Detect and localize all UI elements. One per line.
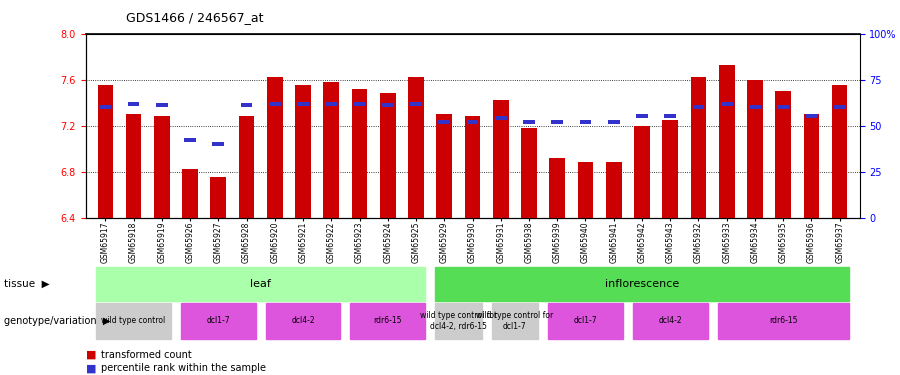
Bar (97, 86, 113, 218)
Bar (662, 120, 678, 218)
Bar (326, 102, 338, 106)
Text: GDS1466 / 246567_at: GDS1466 / 246567_at (126, 11, 264, 24)
Bar (182, 169, 198, 217)
Bar (350, 303, 425, 339)
Text: dcl1-7: dcl1-7 (206, 316, 230, 325)
Bar (297, 102, 309, 106)
Bar (96, 303, 171, 339)
Bar (491, 303, 538, 339)
Bar (438, 120, 450, 124)
Bar (128, 102, 140, 106)
Bar (267, 77, 283, 218)
Bar (495, 116, 507, 120)
Bar (240, 104, 252, 107)
Bar (664, 114, 676, 118)
Text: dcl4-2: dcl4-2 (292, 316, 315, 325)
Text: wild type control for
dcl1-7: wild type control for dcl1-7 (476, 310, 554, 331)
Bar (580, 120, 591, 124)
Bar (154, 116, 169, 218)
Bar (578, 162, 593, 218)
Bar (693, 105, 705, 109)
Bar (832, 86, 848, 218)
Text: dcl4-2: dcl4-2 (659, 316, 682, 325)
Text: ■: ■ (86, 363, 96, 373)
Bar (352, 89, 367, 218)
Text: inflorescence: inflorescence (605, 279, 680, 289)
Bar (380, 93, 395, 218)
Bar (464, 116, 481, 218)
Bar (266, 303, 340, 339)
Bar (212, 142, 224, 146)
Bar (126, 114, 141, 218)
Text: wild type control for
dcl4-2, rdr6-15: wild type control for dcl4-2, rdr6-15 (419, 310, 497, 331)
Text: leaf: leaf (250, 279, 271, 289)
Bar (608, 120, 619, 124)
Text: genotype/variation  ▶: genotype/variation ▶ (4, 316, 111, 326)
Bar (238, 116, 255, 218)
Bar (435, 303, 482, 339)
Bar (719, 65, 734, 218)
Bar (804, 114, 819, 218)
Bar (467, 120, 478, 124)
Text: wild type control: wild type control (102, 316, 166, 325)
Bar (295, 86, 310, 218)
Bar (269, 102, 281, 106)
Bar (181, 303, 256, 339)
Bar (834, 105, 846, 109)
Text: transformed count: transformed count (101, 350, 192, 360)
Text: rdr6-15: rdr6-15 (374, 316, 402, 325)
Text: rdr6-15: rdr6-15 (769, 316, 797, 325)
Bar (211, 177, 226, 218)
Bar (806, 114, 817, 118)
Bar (156, 104, 167, 107)
Bar (690, 77, 707, 218)
Bar (99, 105, 111, 109)
Bar (747, 80, 763, 218)
Bar (636, 114, 648, 118)
Bar (606, 162, 622, 218)
Bar (436, 114, 452, 218)
Bar (548, 303, 623, 339)
Bar (96, 267, 425, 301)
Bar (523, 120, 535, 124)
Bar (323, 82, 339, 218)
Text: percentile rank within the sample: percentile rank within the sample (101, 363, 266, 373)
Bar (776, 91, 791, 218)
Text: ■: ■ (86, 350, 96, 360)
Bar (778, 105, 789, 109)
Bar (633, 303, 707, 339)
Bar (435, 267, 849, 301)
Bar (410, 102, 422, 106)
Text: dcl1-7: dcl1-7 (573, 316, 598, 325)
Bar (382, 104, 393, 107)
Bar (749, 105, 760, 109)
Bar (409, 77, 424, 218)
Bar (550, 158, 565, 218)
Bar (717, 303, 849, 339)
Bar (721, 102, 733, 106)
Text: tissue  ▶: tissue ▶ (4, 279, 50, 289)
Bar (634, 126, 650, 218)
Bar (552, 120, 563, 124)
Bar (354, 102, 365, 106)
Bar (184, 138, 196, 142)
Bar (521, 128, 536, 218)
Bar (493, 100, 508, 218)
